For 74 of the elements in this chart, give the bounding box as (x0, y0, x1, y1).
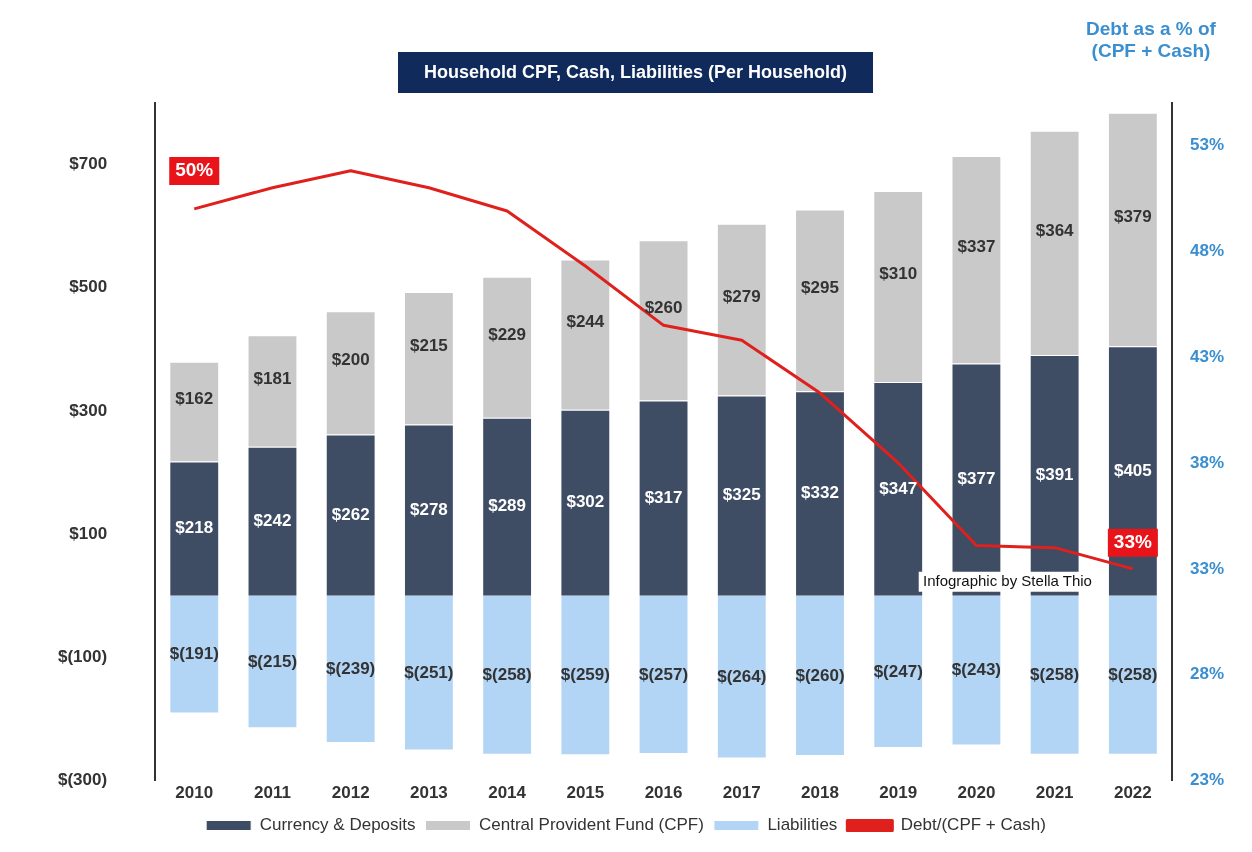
data-label: $379 (1113, 207, 1152, 227)
data-label: $200 (331, 350, 370, 370)
x-tick-label: 2012 (331, 783, 370, 803)
y2-tick-label: 48% (1189, 240, 1225, 260)
data-label: $(259) (560, 665, 610, 685)
y2-tick-label: 28% (1189, 664, 1225, 684)
data-label: $391 (1035, 465, 1074, 485)
data-label: $(264) (717, 666, 767, 686)
x-tick-label: 2014 (488, 783, 527, 803)
data-label: $262 (331, 504, 370, 524)
data-label: $(258) (1030, 664, 1080, 684)
x-tick-label: 2015 (566, 783, 605, 803)
data-label: $(191) (169, 644, 219, 664)
x-tick-label: 2018 (801, 783, 839, 803)
data-label: $310 (879, 264, 918, 284)
data-label: $(239) (326, 659, 376, 679)
y2-tick-label: 23% (1189, 770, 1225, 790)
data-label: $(257) (638, 664, 689, 684)
x-tick-label: 2011 (254, 783, 291, 803)
data-label: $(243) (951, 660, 1001, 680)
data-label: $(247) (873, 661, 923, 681)
data-label: $(260) (795, 665, 845, 685)
data-label: $289 (488, 496, 527, 516)
data-label: $377 (957, 469, 996, 489)
legend-label: Debt/(CPF + Cash) (900, 815, 1046, 835)
y2-axis-title: Debt as a % of (CPF + Cash) (1085, 18, 1217, 62)
annotation: 50% (175, 159, 214, 181)
legend-label: Central Provident Fund (CPF) (479, 815, 704, 835)
data-label: $295 (801, 278, 839, 298)
y2-tick-label: 33% (1189, 558, 1225, 578)
data-label: $(258) (482, 664, 532, 684)
data-label: $181 (253, 368, 292, 388)
data-label: $347 (879, 478, 918, 498)
y-tick-label: $500 (69, 277, 108, 297)
y2-tick-label: 38% (1189, 452, 1225, 472)
data-label: $364 (1035, 220, 1075, 240)
data-label: $317 (644, 487, 683, 507)
data-label: $(215) (247, 651, 298, 671)
data-label: $260 (644, 298, 683, 318)
y2-tick-label: 43% (1189, 346, 1225, 366)
x-tick-label: 2017 (722, 783, 761, 803)
y-tick-label: $700 (69, 154, 108, 174)
data-label: $279 (722, 287, 761, 307)
data-label: $244 (566, 312, 605, 332)
data-label: $162 (175, 389, 214, 409)
data-label: $325 (722, 485, 761, 505)
legend-label: Currency & Deposits (259, 815, 416, 835)
x-tick-label: 2021 (1035, 783, 1074, 803)
x-tick-label: 2010 (175, 783, 214, 803)
data-label: $(258) (1108, 664, 1158, 684)
y-tick-label: $100 (69, 523, 108, 543)
x-tick-label: 2019 (879, 783, 918, 803)
annotation: Infographic by Stella Thio (922, 571, 1092, 589)
y-tick-label: $300 (69, 400, 108, 420)
data-label: $215 (409, 336, 448, 356)
data-label: $218 (175, 518, 214, 538)
chart-title: Household CPF, Cash, Liabilities (Per Household) (398, 52, 874, 93)
data-label: $332 (801, 483, 839, 503)
x-tick-label: 2013 (409, 783, 448, 803)
annotation: 33% (1113, 531, 1152, 553)
x-tick-label: 2022 (1113, 783, 1152, 803)
legend-label: Liabilities (767, 815, 838, 835)
y-tick-label: $(100) (58, 647, 108, 667)
y2-tick-label: 53% (1189, 135, 1225, 155)
x-tick-label: 2020 (957, 783, 996, 803)
data-label: $302 (566, 492, 605, 512)
data-label: $242 (253, 510, 292, 530)
data-label: $278 (409, 499, 448, 519)
data-label: $337 (957, 237, 996, 257)
y-tick-label: $(300) (58, 770, 108, 790)
data-label: $(251) (404, 662, 454, 682)
data-label: $229 (488, 324, 527, 344)
data-label: $405 (1113, 460, 1152, 480)
x-tick-label: 2016 (644, 783, 683, 803)
